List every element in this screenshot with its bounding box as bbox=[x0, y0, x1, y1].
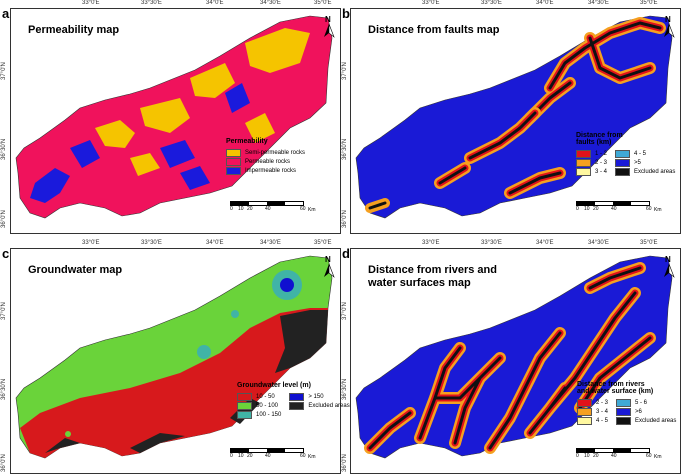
longitude-label: 33°30'E bbox=[141, 240, 162, 246]
latitude-label: 36°30'N bbox=[1, 378, 7, 400]
north-arrow-icon: N bbox=[662, 15, 676, 38]
legend-title: and water surface (km) bbox=[577, 388, 654, 395]
north-arrow-icon: N bbox=[662, 255, 676, 278]
legend-item: Excluded areas bbox=[616, 416, 676, 425]
scale-bar: 0 10 20 40 60 Km bbox=[230, 448, 320, 460]
legend-item: Excluded areas bbox=[615, 167, 675, 176]
panel-letter: d bbox=[342, 246, 350, 261]
longitude-label: 35°0'E bbox=[640, 0, 658, 6]
panel-letter: a bbox=[2, 6, 10, 21]
legend: Groundwater level (m) 10 - 50 > 150 50 -… bbox=[237, 382, 350, 419]
groundwater-map-canvas bbox=[10, 248, 341, 474]
longitude-label: 33°0'E bbox=[422, 0, 440, 6]
latitude-label: 36°30'N bbox=[342, 378, 348, 400]
longitude-label: 35°0'E bbox=[314, 240, 332, 246]
longitude-label: 33°30'E bbox=[141, 0, 162, 6]
panel-title-line-2: water surfaces map bbox=[368, 277, 471, 289]
legend-item: 4 - 5 bbox=[615, 149, 675, 158]
rivers-map-canvas bbox=[350, 248, 681, 474]
legend-item: >6 bbox=[616, 407, 676, 416]
legend-item: Excluded areas bbox=[289, 401, 350, 410]
legend-item: 2 - 3 bbox=[577, 398, 608, 407]
legend-item: 3 - 4 bbox=[577, 407, 608, 416]
panel-rivers-map: d Distance from rivers and water surface… bbox=[342, 246, 681, 474]
longitude-label: 34°30'E bbox=[260, 0, 281, 6]
longitude-label: 33°0'E bbox=[82, 0, 100, 6]
faults-map-canvas bbox=[350, 8, 681, 234]
panel-title: Permeability map bbox=[28, 24, 120, 36]
panel-title: Groundwater map bbox=[28, 264, 123, 276]
scale-bar: 0 10 20 40 60 Km bbox=[576, 448, 666, 460]
legend-title: Groundwater level (m) bbox=[237, 382, 311, 389]
panel-letter: c bbox=[2, 246, 10, 261]
legend: Distance from rivers and water surface (… bbox=[577, 381, 676, 425]
latitude-label: 37°0'N bbox=[1, 62, 7, 80]
latitude-label: 36°0'N bbox=[342, 454, 348, 472]
legend-title: faults (km) bbox=[576, 139, 612, 146]
latitude-label: 37°0'N bbox=[342, 62, 348, 80]
legend-title: Distance from rivers bbox=[577, 381, 645, 388]
latitude-label: 37°0'N bbox=[342, 302, 348, 320]
panel-title: Distance from faults map bbox=[368, 24, 500, 36]
legend-item: 50 - 100 bbox=[237, 401, 281, 410]
legend-item: > 150 bbox=[289, 392, 349, 401]
longitude-label: 35°0'E bbox=[314, 0, 332, 6]
legend-item: >5 bbox=[615, 158, 675, 167]
panel-faults-map: b Distance from faults map Distance from… bbox=[342, 6, 681, 234]
scale-bar: 0 10 20 40 60 Km bbox=[576, 201, 666, 213]
legend-item: 3 - 4 bbox=[576, 167, 607, 176]
latitude-label: 36°0'N bbox=[1, 454, 7, 472]
legend-item: 100 - 150 bbox=[237, 410, 281, 419]
panel-permeability-map: a Permeability map Permeability Semi-per… bbox=[2, 6, 341, 234]
longitude-label: 34°30'E bbox=[588, 0, 609, 6]
longitude-label: 33°0'E bbox=[82, 240, 100, 246]
panel-title-line-1: Distance from rivers and bbox=[368, 264, 497, 276]
legend-item: Impermeable rocks bbox=[226, 166, 305, 175]
legend-item: 10 - 50 bbox=[237, 392, 281, 401]
latitude-label: 37°0'N bbox=[1, 302, 7, 320]
north-arrow-icon: N bbox=[322, 255, 336, 278]
longitude-label: 34°0'E bbox=[536, 0, 554, 6]
legend-item: 5 - 6 bbox=[616, 398, 676, 407]
legend-item: Permeable rocks bbox=[226, 157, 305, 166]
latitude-label: 36°0'N bbox=[1, 210, 7, 228]
legend: Distance from faults (km) 1 - 2 4 - 5 2 … bbox=[576, 132, 675, 176]
legend-item: 2 - 3 bbox=[576, 158, 607, 167]
longitude-label: 34°0'E bbox=[536, 240, 554, 246]
legend-item: 4 - 5 bbox=[577, 416, 608, 425]
legend: Permeability Semi-permeable rocks Permea… bbox=[226, 138, 305, 175]
latitude-label: 36°0'N bbox=[342, 210, 348, 228]
longitude-label: 34°30'E bbox=[260, 240, 281, 246]
permeability-map-canvas bbox=[10, 8, 341, 234]
panel-letter: b bbox=[342, 6, 350, 21]
legend-title: Distance from bbox=[576, 132, 623, 139]
legend-item: 1 - 2 bbox=[576, 149, 607, 158]
longitude-label: 35°0'E bbox=[640, 240, 658, 246]
longitude-label: 34°0'E bbox=[206, 240, 224, 246]
longitude-label: 33°0'E bbox=[422, 240, 440, 246]
longitude-label: 34°30'E bbox=[588, 240, 609, 246]
longitude-label: 33°30'E bbox=[481, 0, 502, 6]
longitude-label: 33°30'E bbox=[481, 240, 502, 246]
legend-item: Semi-permeable rocks bbox=[226, 148, 305, 157]
scale-bar: 0 10 20 40 60 Km bbox=[230, 201, 320, 213]
panel-groundwater-map: c Groundwater map Groundwater level (m) … bbox=[2, 246, 350, 474]
longitude-label: 34°0'E bbox=[206, 0, 224, 6]
legend-title: Permeability bbox=[226, 138, 268, 145]
latitude-label: 36°30'N bbox=[1, 138, 7, 160]
north-arrow-icon: N bbox=[322, 15, 336, 38]
latitude-label: 36°30'N bbox=[342, 138, 348, 160]
